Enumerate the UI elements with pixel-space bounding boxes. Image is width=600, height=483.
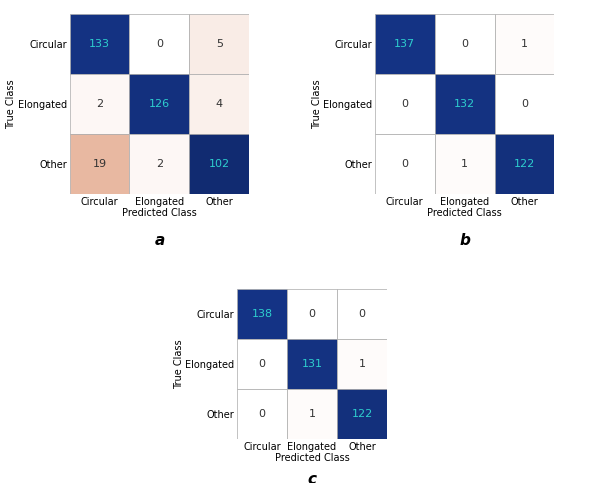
FancyBboxPatch shape (287, 389, 337, 440)
Text: 0: 0 (259, 409, 266, 419)
Text: 102: 102 (209, 159, 230, 169)
FancyBboxPatch shape (337, 289, 387, 340)
X-axis label: Predicted Class: Predicted Class (275, 454, 349, 464)
Text: c: c (308, 472, 317, 483)
Text: 0: 0 (521, 99, 528, 109)
FancyBboxPatch shape (375, 14, 435, 74)
Y-axis label: True Class: True Class (7, 79, 16, 129)
FancyBboxPatch shape (189, 14, 249, 74)
X-axis label: Predicted Class: Predicted Class (122, 208, 197, 218)
FancyBboxPatch shape (435, 134, 494, 194)
FancyBboxPatch shape (435, 74, 494, 134)
Text: 1: 1 (359, 359, 365, 369)
Text: 0: 0 (359, 309, 365, 319)
FancyBboxPatch shape (494, 14, 554, 74)
Text: 0: 0 (401, 159, 409, 169)
Text: 0: 0 (461, 40, 468, 49)
Y-axis label: True Class: True Class (174, 340, 184, 389)
FancyBboxPatch shape (237, 289, 287, 340)
Text: 0: 0 (156, 40, 163, 49)
Text: 137: 137 (394, 40, 415, 49)
Text: 0: 0 (259, 359, 266, 369)
Text: a: a (154, 233, 164, 248)
FancyBboxPatch shape (435, 14, 494, 74)
FancyBboxPatch shape (237, 340, 287, 389)
Text: 138: 138 (251, 309, 272, 319)
FancyBboxPatch shape (237, 389, 287, 440)
FancyBboxPatch shape (130, 134, 189, 194)
FancyBboxPatch shape (70, 14, 130, 74)
FancyBboxPatch shape (70, 74, 130, 134)
Text: 122: 122 (352, 409, 373, 419)
Y-axis label: True Class: True Class (311, 79, 322, 129)
FancyBboxPatch shape (494, 134, 554, 194)
Text: 133: 133 (89, 40, 110, 49)
Text: 1: 1 (308, 409, 316, 419)
FancyBboxPatch shape (337, 340, 387, 389)
FancyBboxPatch shape (130, 14, 189, 74)
Text: 4: 4 (215, 99, 223, 109)
FancyBboxPatch shape (130, 74, 189, 134)
FancyBboxPatch shape (70, 134, 130, 194)
FancyBboxPatch shape (287, 340, 337, 389)
Text: 1: 1 (521, 40, 528, 49)
Text: 122: 122 (514, 159, 535, 169)
FancyBboxPatch shape (375, 74, 435, 134)
Text: 132: 132 (454, 99, 475, 109)
FancyBboxPatch shape (189, 134, 249, 194)
Text: 5: 5 (215, 40, 223, 49)
Text: b: b (459, 233, 470, 248)
Text: 1: 1 (461, 159, 468, 169)
X-axis label: Predicted Class: Predicted Class (427, 208, 502, 218)
FancyBboxPatch shape (375, 134, 435, 194)
FancyBboxPatch shape (287, 289, 337, 340)
FancyBboxPatch shape (494, 74, 554, 134)
Text: 2: 2 (96, 99, 103, 109)
FancyBboxPatch shape (189, 74, 249, 134)
Text: 19: 19 (92, 159, 107, 169)
Text: 131: 131 (302, 359, 323, 369)
Text: 126: 126 (149, 99, 170, 109)
Text: 2: 2 (156, 159, 163, 169)
Text: 0: 0 (308, 309, 316, 319)
FancyBboxPatch shape (337, 389, 387, 440)
Text: 0: 0 (401, 99, 409, 109)
